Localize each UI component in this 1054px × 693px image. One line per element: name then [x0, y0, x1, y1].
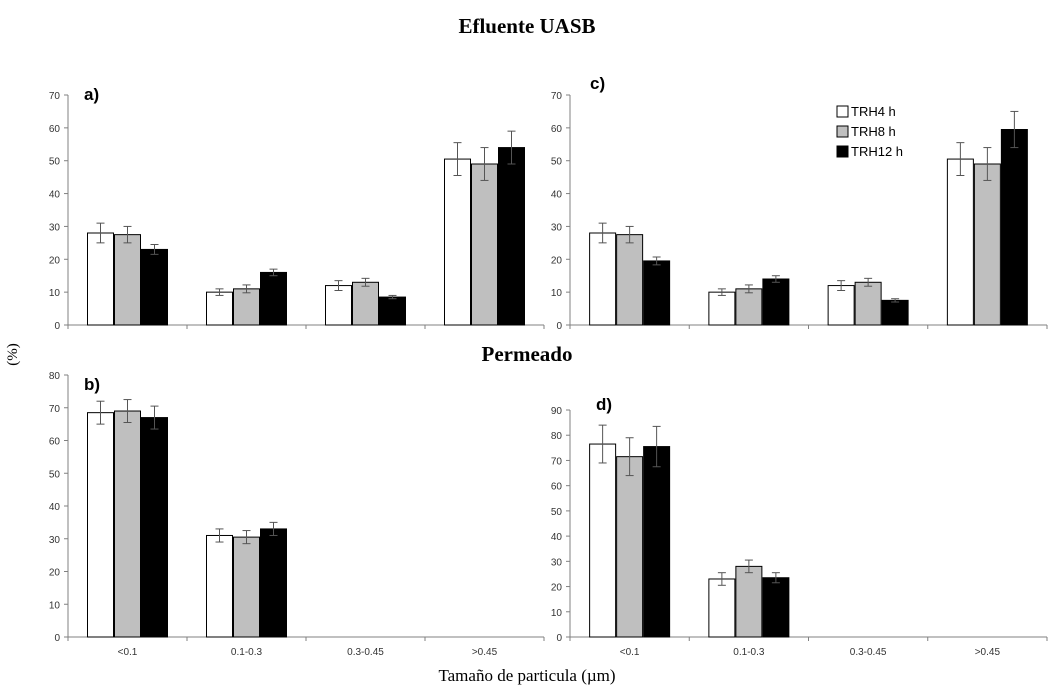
- legend-swatch-trh8-h: [837, 126, 848, 137]
- bar-c-trh12-h-0-3-0-45: [882, 300, 908, 325]
- bar-b-trh4-h-0-1-0-3: [207, 535, 233, 637]
- y-tick-label-c: 40: [551, 190, 563, 201]
- panel-label-c: c): [590, 74, 605, 93]
- x-tick-label-b: <0.1: [118, 647, 138, 658]
- y-tick-label-a: 50: [49, 157, 61, 168]
- bar-a-trh12-h-0-1: [142, 249, 168, 325]
- y-tick-label-c: 50: [551, 157, 563, 168]
- bar-c-trh12-h-0-1-0-3: [763, 279, 789, 325]
- bar-d-trh12-h-0-1: [644, 447, 670, 637]
- bar-d-trh8-h-0-1-0-3: [736, 566, 762, 637]
- panel-label-d: d): [596, 395, 612, 414]
- bar-c-trh4-h-0-3-0-45: [828, 286, 854, 325]
- y-tick-label-d: 20: [551, 583, 563, 594]
- x-tick-label-d: >0.45: [975, 647, 1001, 658]
- x-tick-label-b: 0.3-0.45: [347, 647, 384, 658]
- y-tick-label-d: 70: [551, 456, 563, 467]
- bar-c-trh4-h-0-1-0-3: [709, 292, 735, 325]
- bar-c-trh8-h-0-1-0-3: [736, 289, 762, 325]
- y-tick-label-b: 10: [49, 600, 61, 611]
- y-tick-label-a: 60: [49, 124, 61, 135]
- y-tick-label-d: 0: [556, 633, 562, 644]
- panel-label-a: a): [84, 85, 99, 104]
- bar-b-trh12-h-0-1: [142, 418, 168, 637]
- y-tick-label-a: 0: [54, 321, 60, 332]
- bar-a-trh4-h-0-3-0-45: [326, 286, 352, 325]
- bar-a-trh4-h-0-1: [88, 233, 114, 325]
- bar-a-trh8-h-0-3-0-45: [353, 282, 379, 325]
- bar-b-trh12-h-0-1-0-3: [261, 529, 287, 637]
- bar-d-trh4-h-0-1-0-3: [709, 579, 735, 637]
- bar-c-trh4-h-0-45: [947, 159, 973, 325]
- panel-label-b: b): [84, 375, 100, 394]
- y-tick-label-b: 30: [49, 535, 61, 546]
- bar-b-trh8-h-0-1-0-3: [234, 537, 260, 637]
- y-tick-label-a: 10: [49, 288, 61, 299]
- bar-a-trh8-h-0-45: [472, 164, 498, 325]
- bar-d-trh8-h-0-1: [617, 457, 643, 637]
- bar-c-trh8-h-0-3-0-45: [855, 282, 881, 325]
- y-tick-label-d: 90: [551, 406, 563, 417]
- bar-a-trh12-h-0-45: [499, 148, 525, 325]
- legend-label-trh12-h: TRH12 h: [851, 144, 903, 159]
- y-tick-label-d: 10: [551, 608, 563, 619]
- x-tick-label-d: 0.3-0.45: [850, 647, 887, 658]
- legend-swatch-trh4-h: [837, 106, 848, 117]
- bar-c-trh4-h-0-1: [590, 233, 616, 325]
- y-tick-label-b: 0: [54, 633, 60, 644]
- y-tick-label-c: 30: [551, 222, 563, 233]
- y-tick-label-a: 70: [49, 91, 61, 102]
- bar-a-trh8-h-0-1: [115, 235, 141, 325]
- x-tick-label-b: 0.1-0.3: [231, 647, 263, 658]
- y-tick-label-c: 20: [551, 255, 563, 266]
- y-tick-label-b: 80: [49, 371, 61, 382]
- bar-d-trh4-h-0-1: [590, 444, 616, 637]
- y-tick-label-a: 30: [49, 222, 61, 233]
- y-tick-label-b: 20: [49, 568, 61, 579]
- bar-c-trh8-h-0-45: [974, 164, 1000, 325]
- x-tick-label-b: >0.45: [472, 647, 498, 658]
- y-tick-label-d: 40: [551, 532, 563, 543]
- y-tick-label-b: 70: [49, 404, 61, 415]
- y-tick-label-c: 60: [551, 124, 563, 135]
- bar-a-trh4-h-0-45: [445, 159, 471, 325]
- bar-c-trh12-h-0-45: [1001, 130, 1027, 326]
- bar-a-trh8-h-0-1-0-3: [234, 289, 260, 325]
- y-tick-label-d: 30: [551, 557, 563, 568]
- y-tick-label-d: 50: [551, 507, 563, 518]
- y-tick-label-a: 20: [49, 255, 61, 266]
- bar-b-trh8-h-0-1: [115, 411, 141, 637]
- bar-a-trh12-h-0-1-0-3: [261, 272, 287, 325]
- x-tick-label-d: 0.1-0.3: [733, 647, 765, 658]
- y-tick-label-d: 60: [551, 482, 563, 493]
- legend-label-trh8-h: TRH8 h: [851, 124, 896, 139]
- y-tick-label-b: 50: [49, 469, 61, 480]
- y-tick-label-b: 60: [49, 437, 61, 448]
- bar-d-trh12-h-0-1-0-3: [763, 578, 789, 637]
- x-tick-label-d: <0.1: [620, 647, 640, 658]
- y-tick-label-c: 10: [551, 288, 563, 299]
- y-tick-label-c: 0: [556, 321, 562, 332]
- y-tick-label-b: 40: [49, 502, 61, 513]
- y-tick-label-a: 40: [49, 190, 61, 201]
- legend-swatch-trh12-h: [837, 146, 848, 157]
- bar-c-trh12-h-0-1: [644, 261, 670, 325]
- y-tick-label-d: 80: [551, 431, 563, 442]
- legend-label-trh4-h: TRH4 h: [851, 104, 896, 119]
- bar-b-trh4-h-0-1: [88, 413, 114, 637]
- bar-a-trh12-h-0-3-0-45: [380, 297, 406, 325]
- bar-c-trh8-h-0-1: [617, 235, 643, 325]
- y-tick-label-c: 70: [551, 91, 563, 102]
- bar-a-trh4-h-0-1-0-3: [207, 292, 233, 325]
